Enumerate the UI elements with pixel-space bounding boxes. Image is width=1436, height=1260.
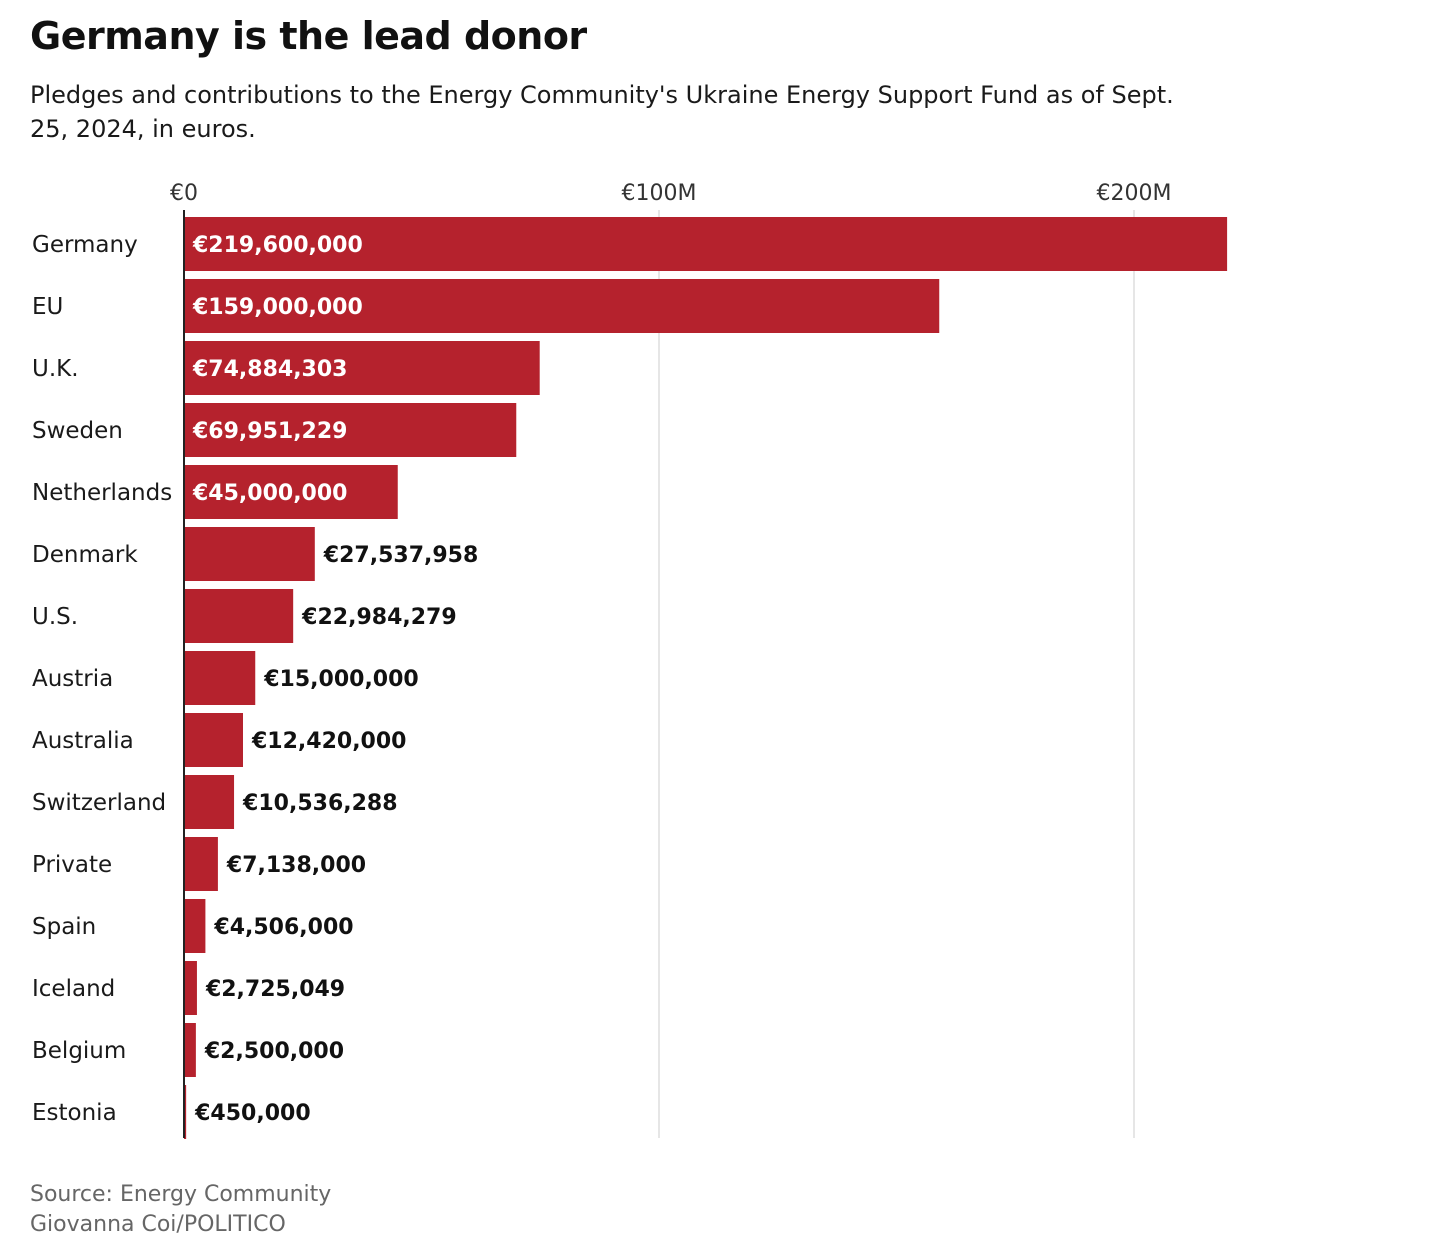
category-label: U.S. <box>32 604 78 630</box>
data-label: €159,000,000 <box>192 295 363 320</box>
category-label: Netherlands <box>32 480 172 506</box>
data-label: €219,600,000 <box>192 233 363 258</box>
bar <box>184 651 256 705</box>
bar <box>184 961 197 1015</box>
bar <box>184 341 540 395</box>
chart-title: Germany is the lead donor <box>30 14 587 58</box>
bar <box>184 775 235 829</box>
bar <box>184 217 1228 271</box>
bar <box>184 1085 187 1139</box>
bar <box>184 899 206 953</box>
bar <box>184 465 398 519</box>
category-label: Austria <box>32 666 113 692</box>
data-label: €10,536,288 <box>242 791 397 816</box>
data-label: €69,951,229 <box>192 419 347 444</box>
category-label: EU <box>32 294 63 320</box>
data-label: €22,984,279 <box>301 605 456 630</box>
data-label: €74,884,303 <box>192 357 347 382</box>
x-tick-label: €0 <box>170 181 198 206</box>
category-label: Private <box>32 852 112 878</box>
bar <box>184 527 315 581</box>
bar <box>184 837 218 891</box>
bar <box>184 713 243 767</box>
category-label: Estonia <box>32 1100 117 1126</box>
x-tick-label: €200M <box>1097 181 1172 206</box>
data-label: €7,138,000 <box>226 853 366 878</box>
category-label: Switzerland <box>32 790 166 816</box>
category-label: Denmark <box>32 542 138 568</box>
chart-subtitle: Pledges and contributions to the Energy … <box>30 81 1174 143</box>
data-label: €2,500,000 <box>204 1039 344 1064</box>
data-label: €4,506,000 <box>213 915 353 940</box>
bar <box>184 589 294 643</box>
x-tick-label: €100M <box>622 181 697 206</box>
data-label: €450,000 <box>194 1101 311 1126</box>
category-label: Iceland <box>32 976 115 1002</box>
bar <box>184 279 940 333</box>
data-label: €15,000,000 <box>263 667 418 692</box>
data-label: €2,725,049 <box>205 977 345 1002</box>
category-label: Australia <box>32 728 134 754</box>
category-label: Spain <box>32 914 96 940</box>
bar <box>184 403 517 457</box>
category-label: U.K. <box>32 356 79 382</box>
category-label: Germany <box>32 232 138 258</box>
credit-note: Giovanna Coi/POLITICO <box>30 1212 286 1237</box>
source-note: Source: Energy Community <box>30 1182 332 1207</box>
bar-chart: €0 €100M €200M Germany €219,600,000 EU €159,00… <box>32 181 1228 1139</box>
data-label: €45,000,000 <box>192 481 347 506</box>
data-label: €27,537,958 <box>323 543 478 568</box>
category-label: Sweden <box>32 418 123 444</box>
bar <box>184 1023 196 1077</box>
chart-footer: Source: Energy Community Giovanna Coi/PO… <box>30 1180 331 1240</box>
category-label: Belgium <box>32 1038 126 1064</box>
data-label: €12,420,000 <box>251 729 406 754</box>
